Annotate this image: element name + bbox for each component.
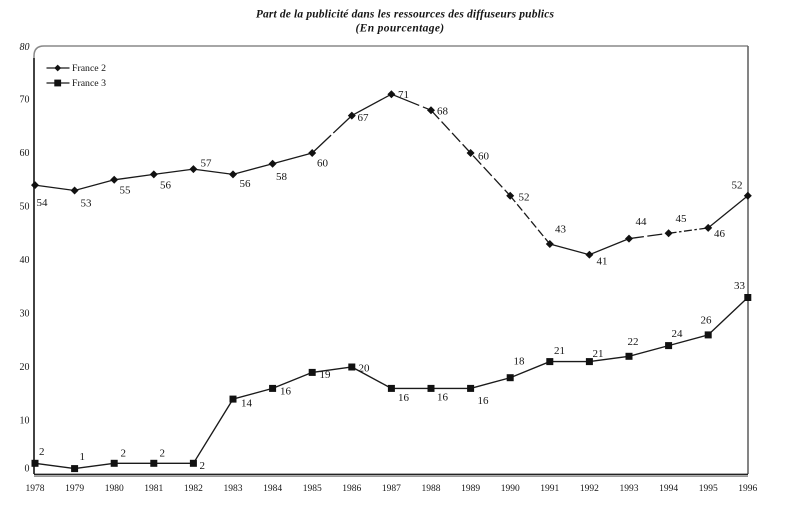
svg-text:45: 45 <box>676 213 688 225</box>
svg-text:1987: 1987 <box>382 484 401 494</box>
svg-text:43: 43 <box>555 224 567 236</box>
svg-text:19: 19 <box>320 369 332 381</box>
svg-text:26: 26 <box>701 315 713 327</box>
svg-text:56: 56 <box>240 178 252 190</box>
svg-text:1990: 1990 <box>501 484 520 494</box>
svg-text:58: 58 <box>276 171 288 183</box>
svg-text:67: 67 <box>358 112 370 124</box>
svg-text:1982: 1982 <box>184 484 203 494</box>
svg-text:16: 16 <box>398 392 410 404</box>
svg-text:60: 60 <box>478 151 490 163</box>
svg-text:1992: 1992 <box>580 484 599 494</box>
svg-text:52: 52 <box>732 180 743 192</box>
svg-text:France 2: France 2 <box>72 63 106 74</box>
svg-text:1993: 1993 <box>620 484 639 494</box>
svg-text:16: 16 <box>280 386 292 398</box>
svg-text:1979: 1979 <box>65 484 84 494</box>
svg-text:21: 21 <box>593 348 604 360</box>
svg-text:21: 21 <box>554 345 565 357</box>
svg-text:57: 57 <box>201 158 213 170</box>
svg-text:Part de la publicité dans les: Part de la publicité dans les ressources… <box>256 9 555 21</box>
svg-text:46: 46 <box>714 228 726 240</box>
svg-text:30: 30 <box>20 309 30 320</box>
svg-text:68: 68 <box>437 106 449 118</box>
svg-text:1984: 1984 <box>263 484 282 494</box>
svg-text:54: 54 <box>37 197 49 209</box>
svg-text:France 3: France 3 <box>72 78 106 89</box>
svg-text:56: 56 <box>160 180 172 192</box>
svg-text:1978: 1978 <box>26 484 45 494</box>
svg-text:2: 2 <box>121 448 127 460</box>
svg-text:1994: 1994 <box>659 484 678 494</box>
svg-text:14: 14 <box>241 398 253 410</box>
svg-text:16: 16 <box>478 395 490 407</box>
svg-text:1996: 1996 <box>738 484 757 494</box>
svg-text:71: 71 <box>398 89 409 101</box>
svg-text:1981: 1981 <box>144 484 163 494</box>
svg-text:2: 2 <box>39 446 45 458</box>
svg-text:2: 2 <box>160 448 166 460</box>
svg-text:1983: 1983 <box>224 484 243 494</box>
svg-text:1: 1 <box>80 451 86 463</box>
svg-text:60: 60 <box>317 158 329 170</box>
svg-text:10: 10 <box>20 416 30 427</box>
svg-text:16: 16 <box>437 392 449 404</box>
svg-text:55: 55 <box>120 185 132 197</box>
svg-text:24: 24 <box>672 328 684 340</box>
svg-text:2: 2 <box>200 460 206 472</box>
svg-text:(En pourcentage): (En pourcentage) <box>356 23 445 35</box>
svg-text:20: 20 <box>359 363 371 375</box>
svg-text:18: 18 <box>514 356 526 368</box>
svg-text:22: 22 <box>628 336 639 348</box>
svg-text:1986: 1986 <box>342 484 361 494</box>
svg-text:1991: 1991 <box>540 484 559 494</box>
svg-text:1995: 1995 <box>699 484 718 494</box>
svg-text:0: 0 <box>25 464 30 475</box>
svg-text:44: 44 <box>636 216 648 228</box>
svg-text:52: 52 <box>519 192 530 204</box>
svg-text:70: 70 <box>20 95 30 106</box>
svg-text:53: 53 <box>81 198 93 210</box>
svg-text:60: 60 <box>20 148 30 159</box>
svg-text:1980: 1980 <box>105 484 124 494</box>
svg-text:1989: 1989 <box>461 484 480 494</box>
svg-text:41: 41 <box>597 256 608 268</box>
svg-text:80: 80 <box>20 42 30 53</box>
svg-text:20: 20 <box>20 362 30 373</box>
svg-text:33: 33 <box>734 280 746 292</box>
svg-text:1985: 1985 <box>303 484 322 494</box>
svg-text:1988: 1988 <box>422 484 441 494</box>
svg-text:40: 40 <box>20 255 30 266</box>
svg-text:50: 50 <box>20 202 30 213</box>
